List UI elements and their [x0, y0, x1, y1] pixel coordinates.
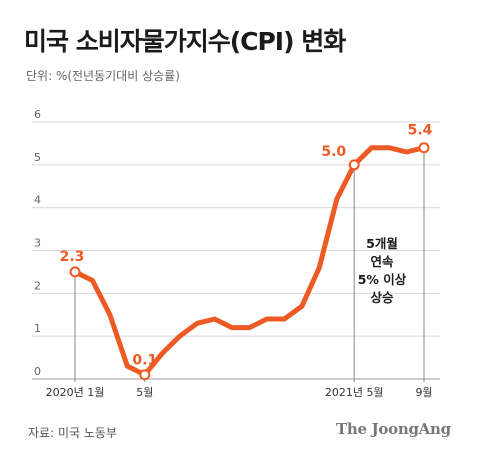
x-tick-label: 9월 — [415, 386, 432, 399]
data-label: 0.1 — [132, 353, 157, 369]
source-note: 자료: 미국 노동부 — [28, 426, 117, 440]
x-axis-ticks: 2020년 1월 5월 2021년 5월 9월 — [46, 386, 433, 399]
brand-logo: The JoongAng — [336, 420, 451, 438]
y-tick-label: 2 — [34, 279, 41, 292]
marker-layer — [69, 142, 430, 381]
data-label: 2.3 — [60, 249, 85, 265]
y-tick-label: 1 — [34, 322, 41, 335]
annotation-line: 연속 — [370, 254, 394, 269]
series-layer — [72, 145, 427, 378]
chart-title: 미국 소비자물가지수(CPI) 변화 — [24, 27, 346, 56]
annotation-line: 5% 이상 — [358, 272, 407, 287]
x-tick-label: 2021년 5월 — [325, 386, 384, 399]
y-tick-label: 0 — [34, 365, 41, 378]
data-point-marker — [69, 266, 81, 278]
data-labels: 2.3 0.1 5.0 5.4 — [60, 123, 433, 369]
data-label: 5.0 — [321, 144, 346, 160]
grid-lines — [32, 121, 440, 380]
chart-subtitle: 단위: %(전년동기대비 상승률) — [26, 69, 180, 83]
y-axis-ticks: 0 1 2 3 4 5 6 — [34, 108, 41, 378]
series-line — [72, 145, 427, 378]
y-tick-label: 6 — [34, 108, 41, 121]
x-tick-label: 2020년 1월 — [46, 386, 105, 399]
annotation-line: 5개월 — [366, 236, 398, 251]
marker-guide-lines — [74, 147, 425, 382]
data-point-marker — [139, 369, 151, 381]
y-tick-label: 4 — [34, 194, 41, 207]
y-tick-label: 3 — [34, 237, 41, 250]
data-point-marker — [348, 159, 360, 171]
data-label: 5.4 — [408, 123, 433, 139]
y-tick-label: 5 — [34, 151, 41, 164]
x-tick-label: 5월 — [136, 386, 153, 399]
data-point-marker — [418, 142, 430, 154]
annotation-line: 상승 — [370, 290, 394, 305]
